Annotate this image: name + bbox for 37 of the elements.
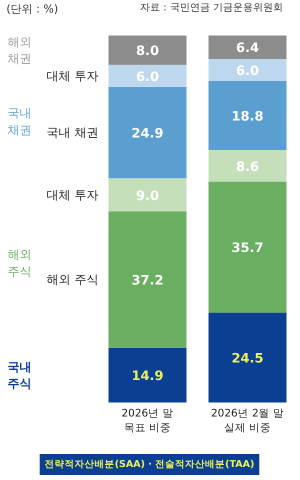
bar xyxy=(208,58,286,82)
data-label: 24.9 xyxy=(131,126,164,142)
data-label: 6.0 xyxy=(236,64,260,79)
data-label: 8.0 xyxy=(136,44,160,60)
data-label: 37.2 xyxy=(131,274,164,289)
series-label: 국내 채권 xyxy=(46,126,98,140)
bar xyxy=(208,36,286,59)
bar xyxy=(208,81,286,150)
text: 자료 : 국민연금 기금운용위원회 xyxy=(140,2,284,14)
series-label: 해외 주식 xyxy=(46,272,98,287)
series-label: 대체 투자 xyxy=(46,68,98,83)
data-label: 18.8 xyxy=(231,110,264,125)
data-label: 35.7 xyxy=(231,241,264,256)
data-label: 8.6 xyxy=(236,160,260,175)
bar xyxy=(108,348,186,402)
series-label: 대체 투자 xyxy=(46,188,98,202)
text: 전략적자산배분(SAA) · 전술적자산배분(TAA) xyxy=(44,459,254,470)
bar xyxy=(208,312,286,402)
data-label: 6.4 xyxy=(236,41,260,56)
bar xyxy=(208,150,286,182)
bar xyxy=(108,211,186,348)
bar xyxy=(108,36,186,65)
text: 국내 채권 xyxy=(7,106,32,137)
x-tick-label: 2026년 2월 말 실제 비중 xyxy=(210,408,284,434)
x-tick-label: 2026년 말 목표 비중 xyxy=(121,408,174,434)
bar xyxy=(108,64,186,87)
bar xyxy=(108,178,186,212)
data-label: 24.5 xyxy=(231,352,264,367)
text: 국내 주식 xyxy=(7,360,32,391)
data-label: 14.9 xyxy=(131,369,164,384)
text: 해외 채권 xyxy=(7,34,32,66)
data-label: 6.0 xyxy=(136,70,160,85)
data-label: 9.0 xyxy=(136,188,160,204)
bar xyxy=(108,86,186,178)
bar xyxy=(208,182,286,313)
chart-title: (단위 : %) xyxy=(6,2,58,16)
text: 해외 주식 xyxy=(7,248,32,278)
